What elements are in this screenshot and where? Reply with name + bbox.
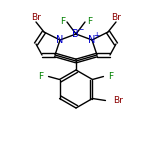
Text: Br: Br — [31, 14, 41, 22]
Text: F: F — [87, 17, 92, 26]
Text: −: − — [77, 26, 83, 35]
Text: N: N — [88, 35, 96, 45]
Text: F: F — [109, 72, 114, 81]
Text: Br: Br — [113, 96, 123, 105]
Text: Br: Br — [111, 14, 121, 22]
Text: F: F — [38, 72, 43, 81]
Text: N: N — [56, 35, 64, 45]
Text: F: F — [60, 17, 65, 26]
Text: B: B — [72, 29, 78, 39]
Text: +: + — [93, 31, 99, 40]
